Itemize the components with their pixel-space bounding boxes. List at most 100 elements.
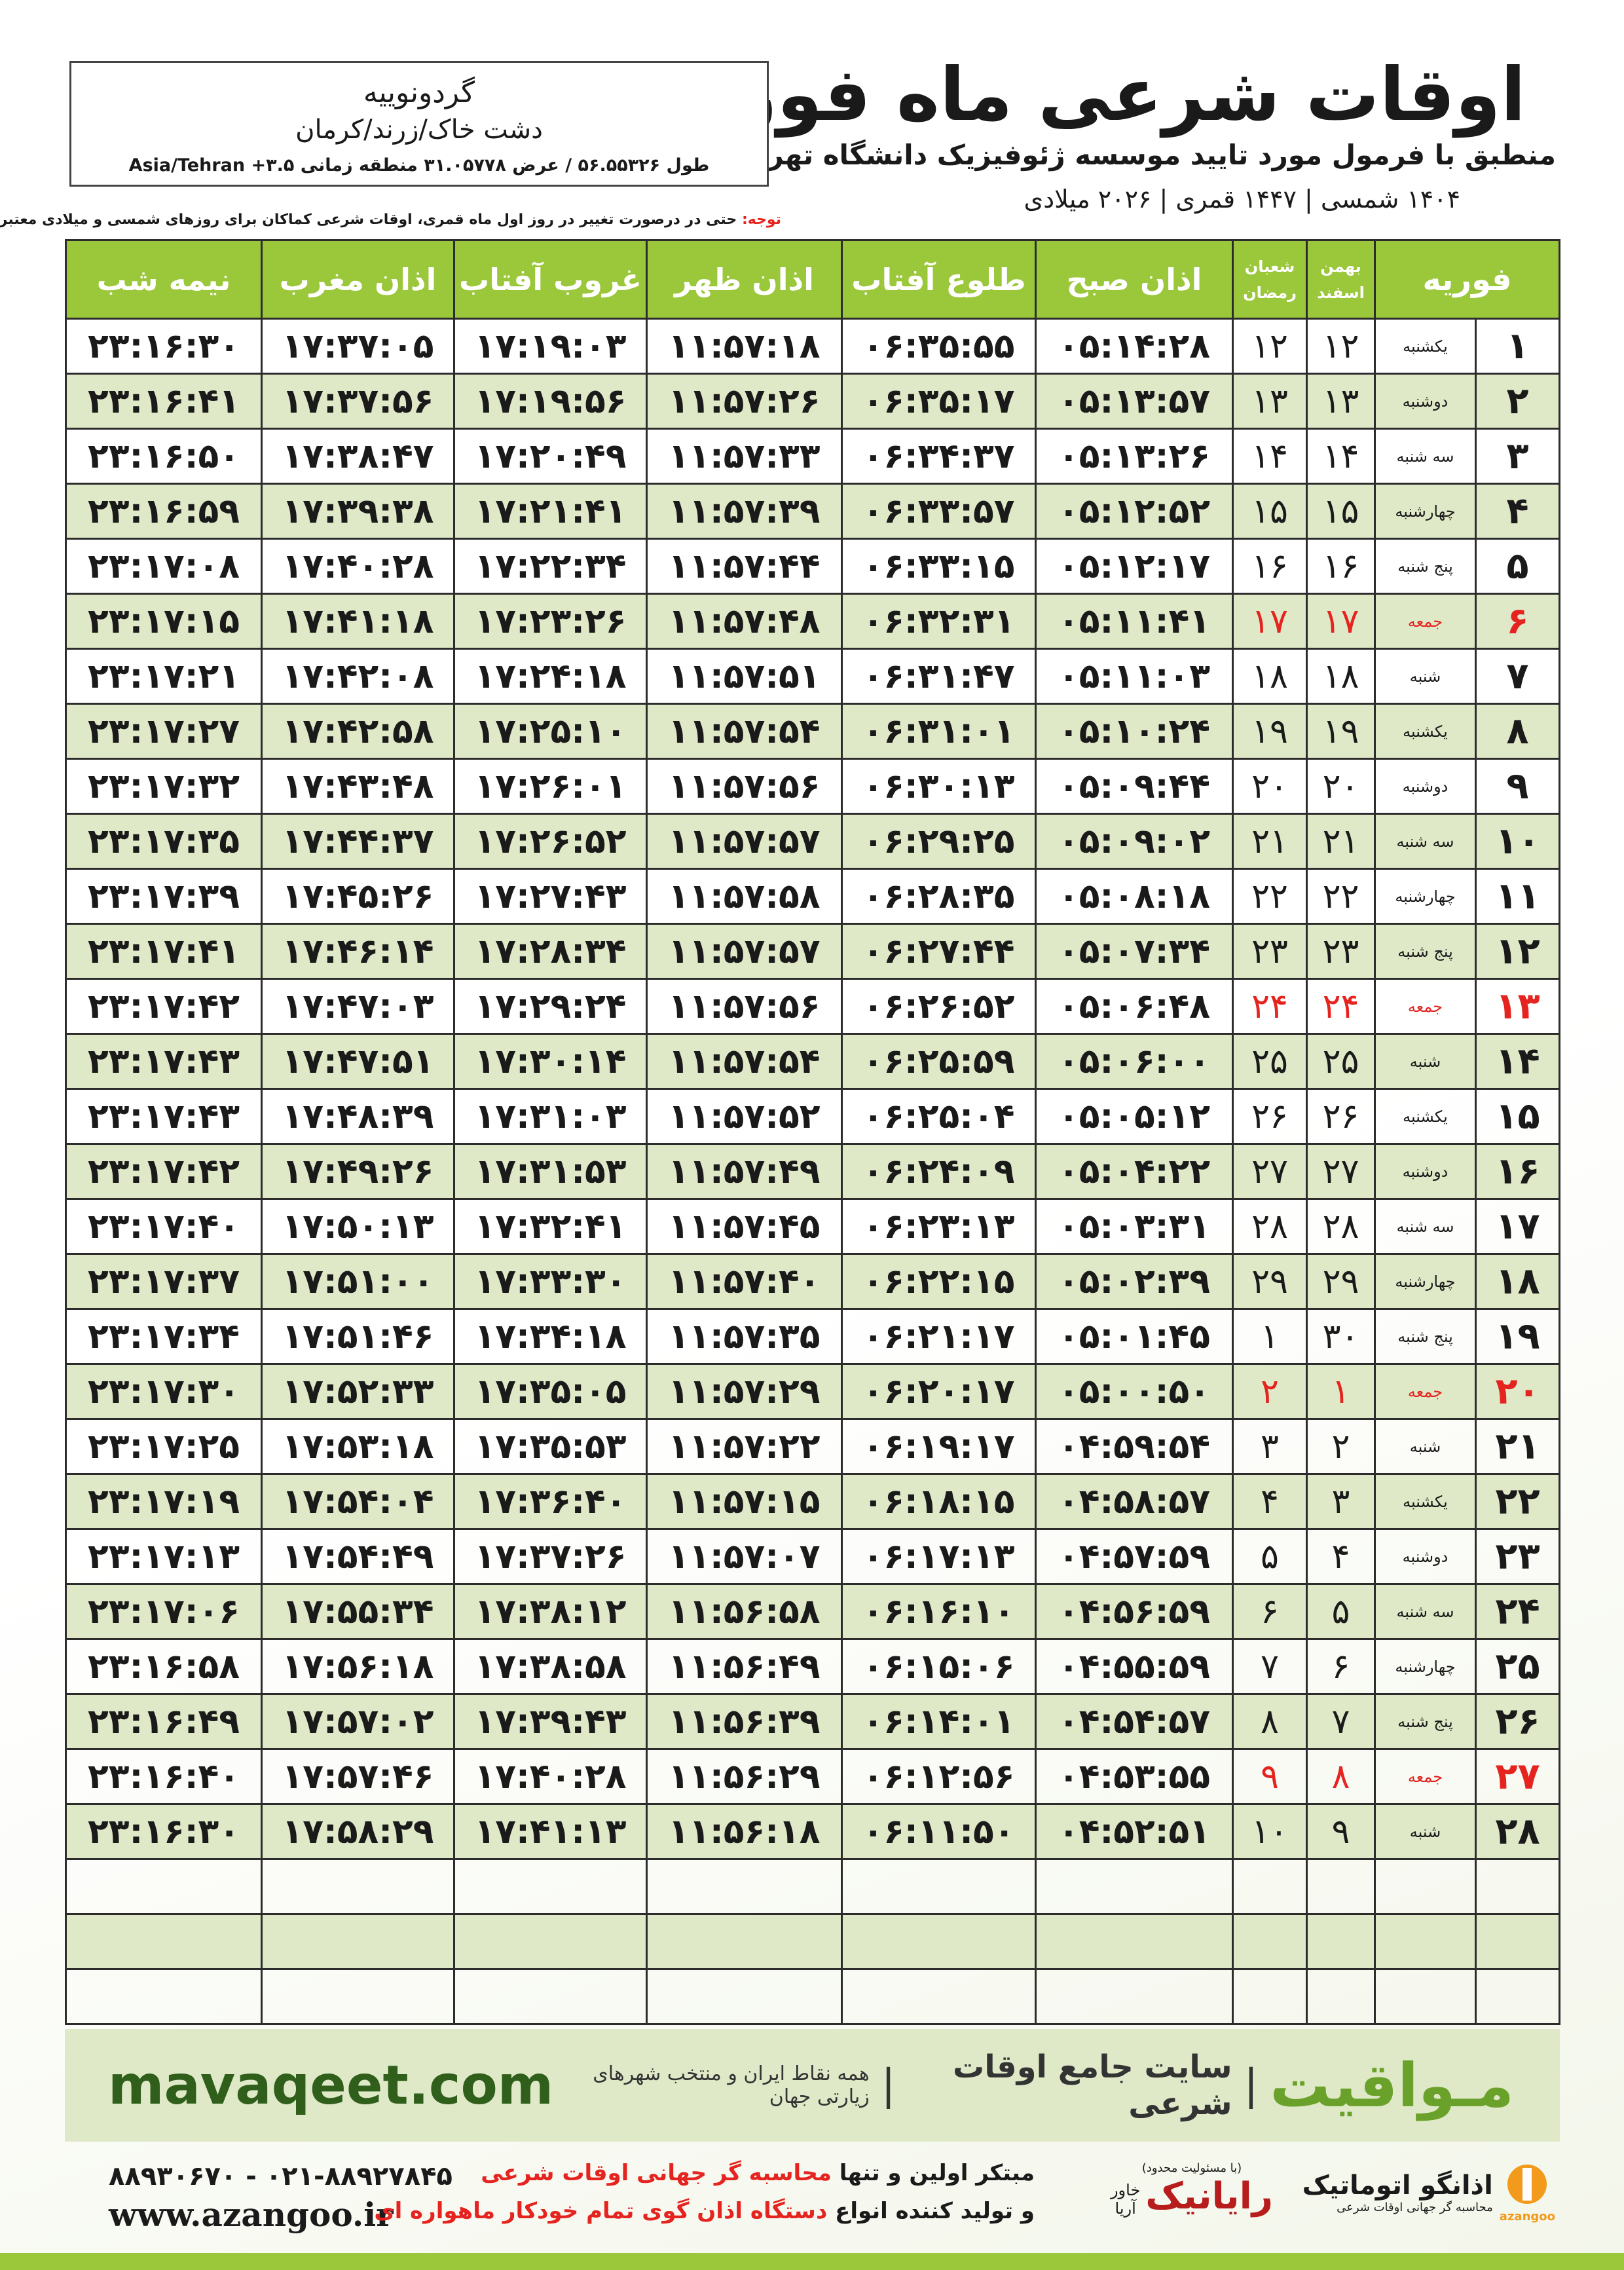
logo-text: اذانگو اتوماتیک محاسبه گر جهانی اوقات شر… bbox=[1302, 2170, 1493, 2214]
logo-icon bbox=[1507, 2165, 1547, 2204]
time: ۰۶:۳۵:۵۵ bbox=[841, 318, 1037, 375]
time: ۲۳:۱۷:۴۳ bbox=[65, 1088, 263, 1145]
table-row: ۱۲ پنج شنبه ۲۳ ۲۳ ۰۵:۰۷:۳۴ ۰۶:۲۷:۴۴ ۱۱:۵۷:۵۷ ۱۷… bbox=[65, 923, 1561, 980]
lunar-day: ۲ bbox=[1232, 1363, 1308, 1420]
time: ۱۷:۵۴:۰۴ bbox=[261, 1473, 455, 1530]
note: توجه: حتی در درصورت تغییر در روز اول ماه… bbox=[0, 212, 781, 228]
lunar-day: ۱۷ bbox=[1232, 593, 1308, 650]
time: ۰۵:۰۸:۱۸ bbox=[1035, 868, 1234, 925]
lunar-day: ۳ bbox=[1232, 1418, 1308, 1475]
empty-cell bbox=[841, 1858, 1037, 1915]
time: ۰۴:۵۵:۵۹ bbox=[1035, 1638, 1234, 1695]
header-lunar: شعبان رمضان bbox=[1232, 239, 1308, 320]
time: ۱۱:۵۶:۳۹ bbox=[646, 1693, 843, 1750]
table-row: ۶ جمعه ۱۷ ۱۷ ۰۵:۱۱:۴۱ ۰۶:۳۲:۳۱ ۱۱:۵۷:۴۸ ۱۷:۲۳:۲… bbox=[65, 593, 1561, 650]
slogan: سایت جامع اوقات شرعی bbox=[953, 2049, 1232, 2122]
time: ۱۱:۵۶:۱۸ bbox=[646, 1803, 843, 1860]
time: ۱۷:۵۷:۰۲ bbox=[261, 1693, 455, 1750]
url: www.azangoo.ir bbox=[109, 2195, 394, 2234]
time: ۲۳:۱۷:۴۱ bbox=[65, 923, 263, 980]
time: ۱۱:۵۷:۱۵ bbox=[646, 1473, 843, 1530]
phone: ۰۲۱-۸۸۹۲۷۸۴۵ - ۸۸۹۳۰۶۷۰ bbox=[109, 2161, 452, 2191]
time: ۱۱:۵۷:۵۶ bbox=[646, 758, 843, 815]
day: ۲۲ bbox=[1475, 1473, 1561, 1530]
time: ۰۵:۱۰:۲۴ bbox=[1035, 703, 1234, 760]
time: ۲۳:۱۶:۵۸ bbox=[65, 1638, 263, 1695]
note-text: حتی در درصورت تغییر در روز اول ماه قمری،… bbox=[0, 212, 737, 228]
empty-cell bbox=[453, 1858, 648, 1915]
time: ۰۶:۲۵:۵۹ bbox=[841, 1033, 1037, 1090]
time: ۲۳:۱۶:۵۰ bbox=[65, 428, 263, 485]
time: ۱۱:۵۷:۵۷ bbox=[646, 923, 843, 980]
lunar-day: ۲۶ bbox=[1232, 1088, 1308, 1145]
time: ۲۳:۱۷:۳۹ bbox=[65, 868, 263, 925]
header-solar-1: بهمن bbox=[1320, 257, 1361, 276]
table-row: ۲۷ جمعه ۸ ۹ ۰۴:۵۳:۵۵ ۰۶:۱۲:۵۶ ۱۱:۵۶:۲۹ ۱۷:۴۰:۲۸… bbox=[65, 1748, 1561, 1805]
time: ۲۳:۱۶:۳۰ bbox=[65, 318, 263, 375]
location-name: گردونوییه bbox=[363, 76, 475, 109]
time: ۱۷:۲۲:۳۴ bbox=[453, 538, 648, 595]
day: ۲۸ bbox=[1475, 1803, 1561, 1860]
lunar-day: ۱ bbox=[1232, 1308, 1308, 1365]
azangoo-logo: azangoo اذانگو اتوماتیک محاسبه گر جهانی … bbox=[1293, 2161, 1555, 2223]
solar-day: ۴ bbox=[1306, 1528, 1376, 1585]
time: ۱۷:۴۳:۴۸ bbox=[261, 758, 455, 815]
location-coords: طول ۵۶.۵۵۳۲۶ / عرض ۳۱.۰۵۷۷۸ منطقه زمانی … bbox=[128, 155, 710, 176]
time: ۱۷:۳۹:۴۳ bbox=[453, 1693, 648, 1750]
header-solar-2: اسفند bbox=[1317, 283, 1365, 302]
time: ۰۵:۱۳:۲۶ bbox=[1035, 428, 1234, 485]
maker-line-2: و تولید کننده انواع دستگاه اذان گوی تمام… bbox=[374, 2198, 1035, 2224]
table-row: ۱۷ سه شنبه ۲۸ ۲۸ ۰۵:۰۳:۳۱ ۰۶:۲۳:۱۳ ۱۱:۵۷:۴۵ ۱۷:… bbox=[65, 1198, 1561, 1255]
day: ۱ bbox=[1475, 318, 1561, 375]
lunar-day: ۲۸ bbox=[1232, 1198, 1308, 1255]
time: ۱۱:۵۷:۳۵ bbox=[646, 1308, 843, 1365]
time: ۰۵:۰۶:۰۰ bbox=[1035, 1033, 1234, 1090]
day: ۲ bbox=[1475, 373, 1561, 430]
time: ۲۳:۱۷:۰۸ bbox=[65, 538, 263, 595]
note-label: توجه: bbox=[741, 212, 781, 228]
time: ۱۱:۵۷:۵۷ bbox=[646, 813, 843, 870]
empty-cell bbox=[1035, 1968, 1234, 2025]
time: ۰۶:۲۴:۰۹ bbox=[841, 1143, 1037, 1200]
time: ۱۱:۵۷:۴۰ bbox=[646, 1253, 843, 1310]
day: ۱۵ bbox=[1475, 1088, 1561, 1145]
time: ۰۵:۱۴:۲۸ bbox=[1035, 318, 1234, 375]
weekday: جمعه bbox=[1373, 1363, 1477, 1420]
time: ۱۷:۵۳:۱۸ bbox=[261, 1418, 455, 1475]
lunar-day: ۷ bbox=[1232, 1638, 1308, 1695]
lunar-day: ۸ bbox=[1232, 1693, 1308, 1750]
time: ۰۶:۲۹:۲۵ bbox=[841, 813, 1037, 870]
solar-day: ۲۰ bbox=[1306, 758, 1376, 815]
time: ۰۴:۵۳:۵۵ bbox=[1035, 1748, 1234, 1805]
time: ۰۵:۱۳:۵۷ bbox=[1035, 373, 1234, 430]
lunar-day: ۲۱ bbox=[1232, 813, 1308, 870]
time: ۱۷:۵۸:۲۹ bbox=[261, 1803, 455, 1860]
weekday: دوشنبه bbox=[1373, 1528, 1477, 1585]
empty-cell bbox=[1232, 1858, 1308, 1915]
day: ۸ bbox=[1475, 703, 1561, 760]
time: ۲۳:۱۷:۳۷ bbox=[65, 1253, 263, 1310]
time: ۲۳:۱۷:۳۰ bbox=[65, 1363, 263, 1420]
table-row: ۱۳ جمعه ۲۴ ۲۴ ۰۵:۰۶:۴۸ ۰۶:۲۶:۵۲ ۱۱:۵۷:۵۶ ۱۷:۲۹:… bbox=[65, 978, 1561, 1035]
time: ۲۳:۱۷:۴۲ bbox=[65, 978, 263, 1035]
solar-day: ۱۵ bbox=[1306, 483, 1376, 540]
weekday: یکشنبه bbox=[1373, 1473, 1477, 1530]
table-row: ۲۸ شنبه ۹ ۱۰ ۰۴:۵۲:۵۱ ۰۶:۱۱:۵۰ ۱۱:۵۶:۱۸ ۱۷:۴۱:۱… bbox=[65, 1803, 1561, 1860]
time: ۰۵:۰۹:۴۴ bbox=[1035, 758, 1234, 815]
header-time: نیمه شب bbox=[65, 239, 263, 320]
time: ۰۴:۵۶:۵۹ bbox=[1035, 1583, 1234, 1640]
table-row: ۲۲ یکشنبه ۳ ۴ ۰۴:۵۸:۵۷ ۰۶:۱۸:۱۵ ۱۱:۵۷:۱۵ ۱۷:۳۶:… bbox=[65, 1473, 1561, 1530]
empty-cell bbox=[1306, 1913, 1376, 1970]
time: ۱۷:۴۲:۵۸ bbox=[261, 703, 455, 760]
solar-day: ۲۹ bbox=[1306, 1253, 1376, 1310]
time: ۱۷:۳۰:۱۴ bbox=[453, 1033, 648, 1090]
website: mavaqeet.com bbox=[108, 2054, 554, 2117]
time: ۲۳:۱۶:۳۰ bbox=[65, 1803, 263, 1860]
empty-cell bbox=[1373, 1858, 1477, 1915]
partner-note: (با مسئولیت محدود) bbox=[1141, 2161, 1242, 2175]
time: ۰۴:۵۲:۵۱ bbox=[1035, 1803, 1234, 1860]
header-time: غروب آفتاب bbox=[453, 239, 648, 320]
time: ۰۶:۲۷:۴۴ bbox=[841, 923, 1037, 980]
header-row: فوریه بهمن اسفند شعبان رمضان اذان صبح طلوع … bbox=[65, 239, 1561, 320]
